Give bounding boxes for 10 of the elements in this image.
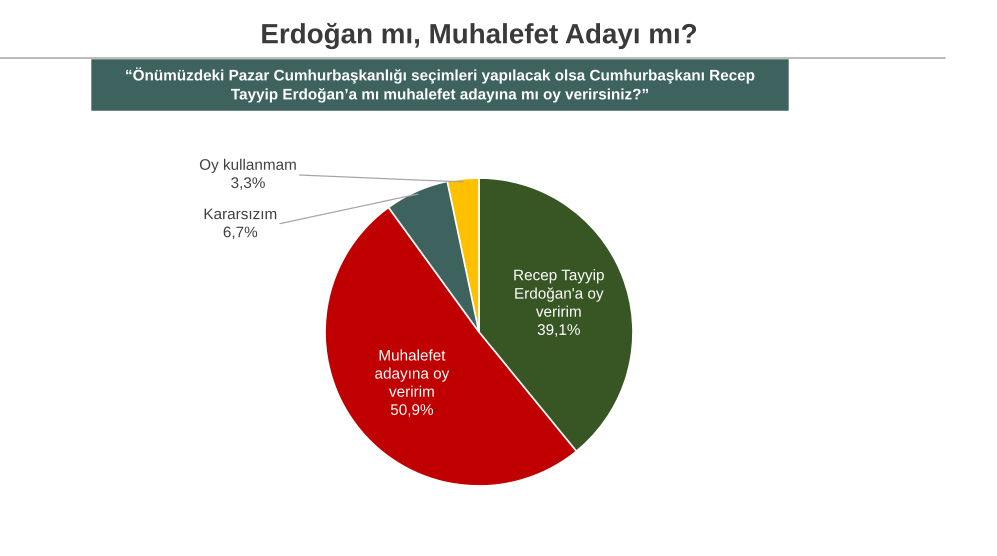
- data-label: 3,3%: [231, 177, 265, 190]
- data-label: 39,1%: [538, 324, 580, 337]
- slice-label: Recep Tayyip Erdoğan'a oy veririm: [514, 269, 604, 317]
- chart-title: Erdoğan mı, Muhalefet Adayı mı?: [262, 22, 696, 50]
- data-label: 6,7%: [224, 226, 258, 240]
- data-label: 50,9%: [390, 404, 434, 417]
- slice-label: Oy kullanmam: [200, 158, 296, 173]
- slice-label: Kararsızım: [204, 208, 276, 220]
- slice-label: Muhalefet adayına oy veririm: [375, 349, 450, 397]
- chart-subtitle: “Önümüzdeki Pazar Cumhurbaşkanlığı seçimleri yapılacak olsa Cumhurbaşkanı Recep Tayyip Erdoğan’a mı muhalefet adayına mı oy verirsiniz?”: [126, 67, 754, 103]
